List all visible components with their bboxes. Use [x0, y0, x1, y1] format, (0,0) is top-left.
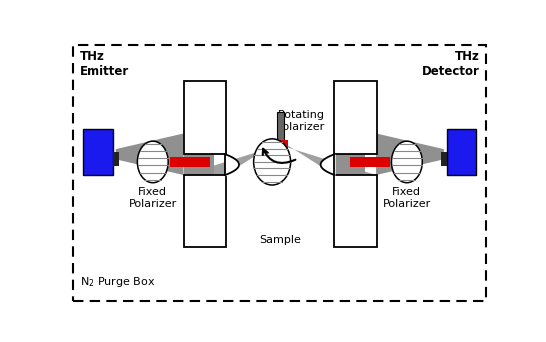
Bar [272, 140, 288, 150]
Polygon shape [116, 133, 183, 175]
Ellipse shape [391, 141, 422, 183]
Bar [447, 129, 476, 175]
Text: Sample: Sample [259, 235, 301, 245]
Bar [277, 112, 284, 162]
Ellipse shape [138, 141, 168, 183]
Polygon shape [183, 140, 280, 175]
Bar [112, 152, 119, 166]
Text: THz
Detector: THz Detector [422, 50, 480, 78]
Bar [335, 81, 377, 154]
Bar [441, 152, 447, 166]
Bar [335, 175, 377, 247]
Ellipse shape [254, 139, 290, 185]
Polygon shape [280, 140, 376, 175]
Bar [335, 154, 365, 175]
Text: Rotating
Polarizer: Rotating Polarizer [277, 110, 325, 132]
Bar [183, 154, 215, 175]
Bar [84, 129, 112, 175]
Polygon shape [376, 133, 444, 175]
Text: Fixed
Polarizer: Fixed Polarizer [383, 187, 431, 209]
Text: N$_2$ Purge Box: N$_2$ Purge Box [80, 275, 155, 289]
Bar [183, 81, 226, 154]
Text: Fixed
Polarizer: Fixed Polarizer [129, 187, 177, 209]
Bar [170, 157, 210, 167]
Bar [183, 175, 226, 247]
Bar [350, 157, 390, 167]
Text: THz
Emitter: THz Emitter [80, 50, 129, 78]
